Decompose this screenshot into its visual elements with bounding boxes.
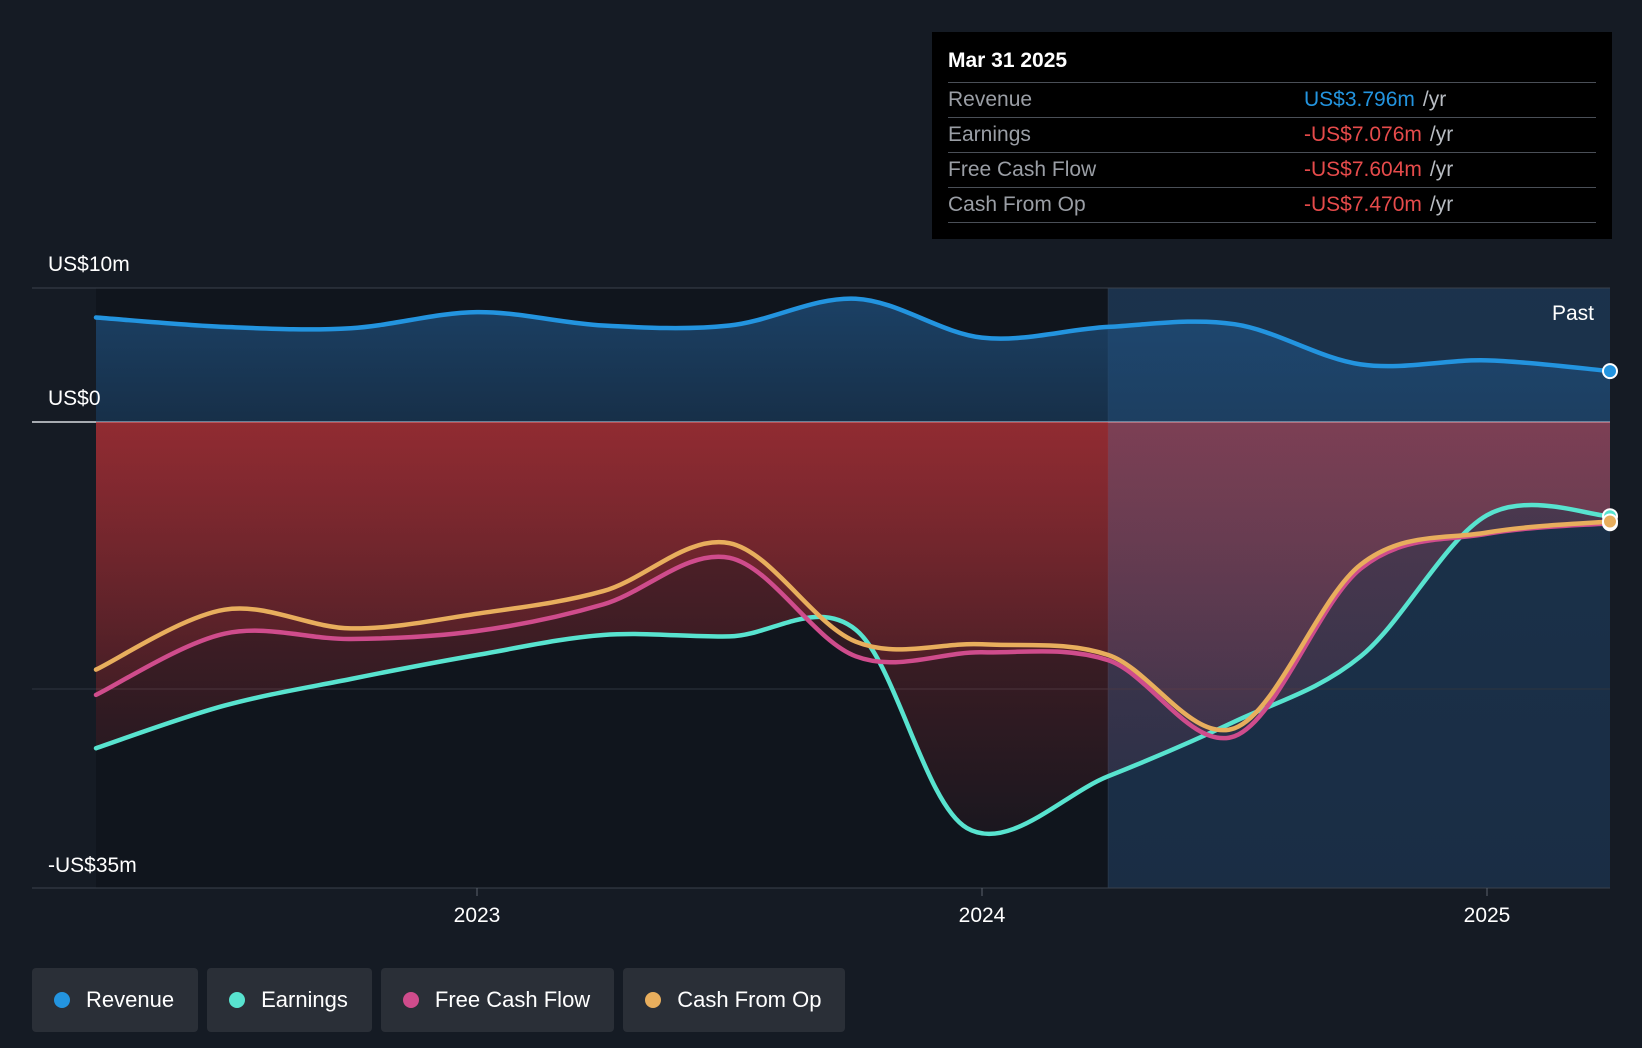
tooltip-row-unit: /yr — [1422, 88, 1447, 111]
y-tick-label-1: US$0 — [48, 387, 101, 410]
tooltip-row-value: -US$7.076m — [1304, 123, 1422, 146]
legend-item-cash-from-op[interactable]: Cash From Op — [623, 968, 846, 1032]
tooltip-row-value: -US$7.470m — [1304, 193, 1422, 216]
tooltip-row: Free Cash Flow -US$7.604m/yr — [948, 153, 1596, 188]
cash-from-op-end-dot — [1602, 513, 1618, 530]
tooltip-date: Mar 31 2025 — [948, 46, 1596, 83]
tooltip-row: Revenue US$3.796m/yr — [948, 83, 1596, 118]
revenue-area — [96, 298, 1610, 422]
tooltip-row: Earnings -US$7.076m/yr — [948, 118, 1596, 153]
y-tick-label-2: -US$35m — [48, 854, 137, 877]
tooltip-row-value: -US$7.604m — [1304, 158, 1422, 181]
revenue-line — [93, 296, 1613, 374]
x-tick-label-1: 2024 — [959, 904, 1006, 927]
legend: Revenue Earnings Free Cash Flow Cash From O… — [32, 968, 846, 1032]
legend-item-revenue[interactable]: Revenue — [32, 968, 199, 1032]
x-tick-label-0: 2023 — [454, 904, 501, 927]
tooltip-row-label: Cash From Op — [948, 193, 1086, 216]
legend-label: Cash From Op — [677, 987, 822, 1012]
y-tick-label-0: US$10m — [48, 253, 130, 276]
legend-label: Revenue — [86, 987, 175, 1012]
tooltip-panel: Mar 31 2025 Revenue US$3.796m/yr Earnings -… — [932, 32, 1612, 239]
tooltip-row-unit: /yr — [1429, 123, 1454, 146]
legend-dot-icon — [229, 992, 246, 1008]
free-cash-flow-line — [93, 520, 1613, 741]
tooltip-row-label: Revenue — [948, 88, 1033, 111]
past-label: Past — [1552, 302, 1594, 325]
negative-area-free-cash-flow — [1108, 422, 1610, 739]
legend-dot-icon — [645, 992, 662, 1008]
legend-item-earnings[interactable]: Earnings — [207, 968, 372, 1032]
tooltip-row-value: US$3.796m — [1304, 88, 1415, 111]
x-tick-label-2: 2025 — [1464, 904, 1511, 927]
tooltip-row: Cash From Op -US$7.470m/yr — [948, 188, 1596, 223]
tooltip-row-label: Free Cash Flow — [948, 158, 1097, 181]
legend-dot-icon — [402, 992, 419, 1008]
legend-item-free-cash-flow[interactable]: Free Cash Flow — [380, 968, 615, 1032]
legend-label: Earnings — [261, 987, 348, 1012]
legend-dot-icon — [54, 992, 70, 1008]
tooltip-row-label: Earnings — [948, 123, 1031, 146]
tooltip-row-unit: /yr — [1429, 158, 1454, 181]
tooltip-row-unit: /yr — [1429, 193, 1454, 216]
cash-from-op-line — [93, 519, 1613, 733]
legend-label: Free Cash Flow — [434, 987, 591, 1012]
earnings-line — [93, 502, 1613, 837]
revenue-end-dot — [1602, 363, 1618, 380]
